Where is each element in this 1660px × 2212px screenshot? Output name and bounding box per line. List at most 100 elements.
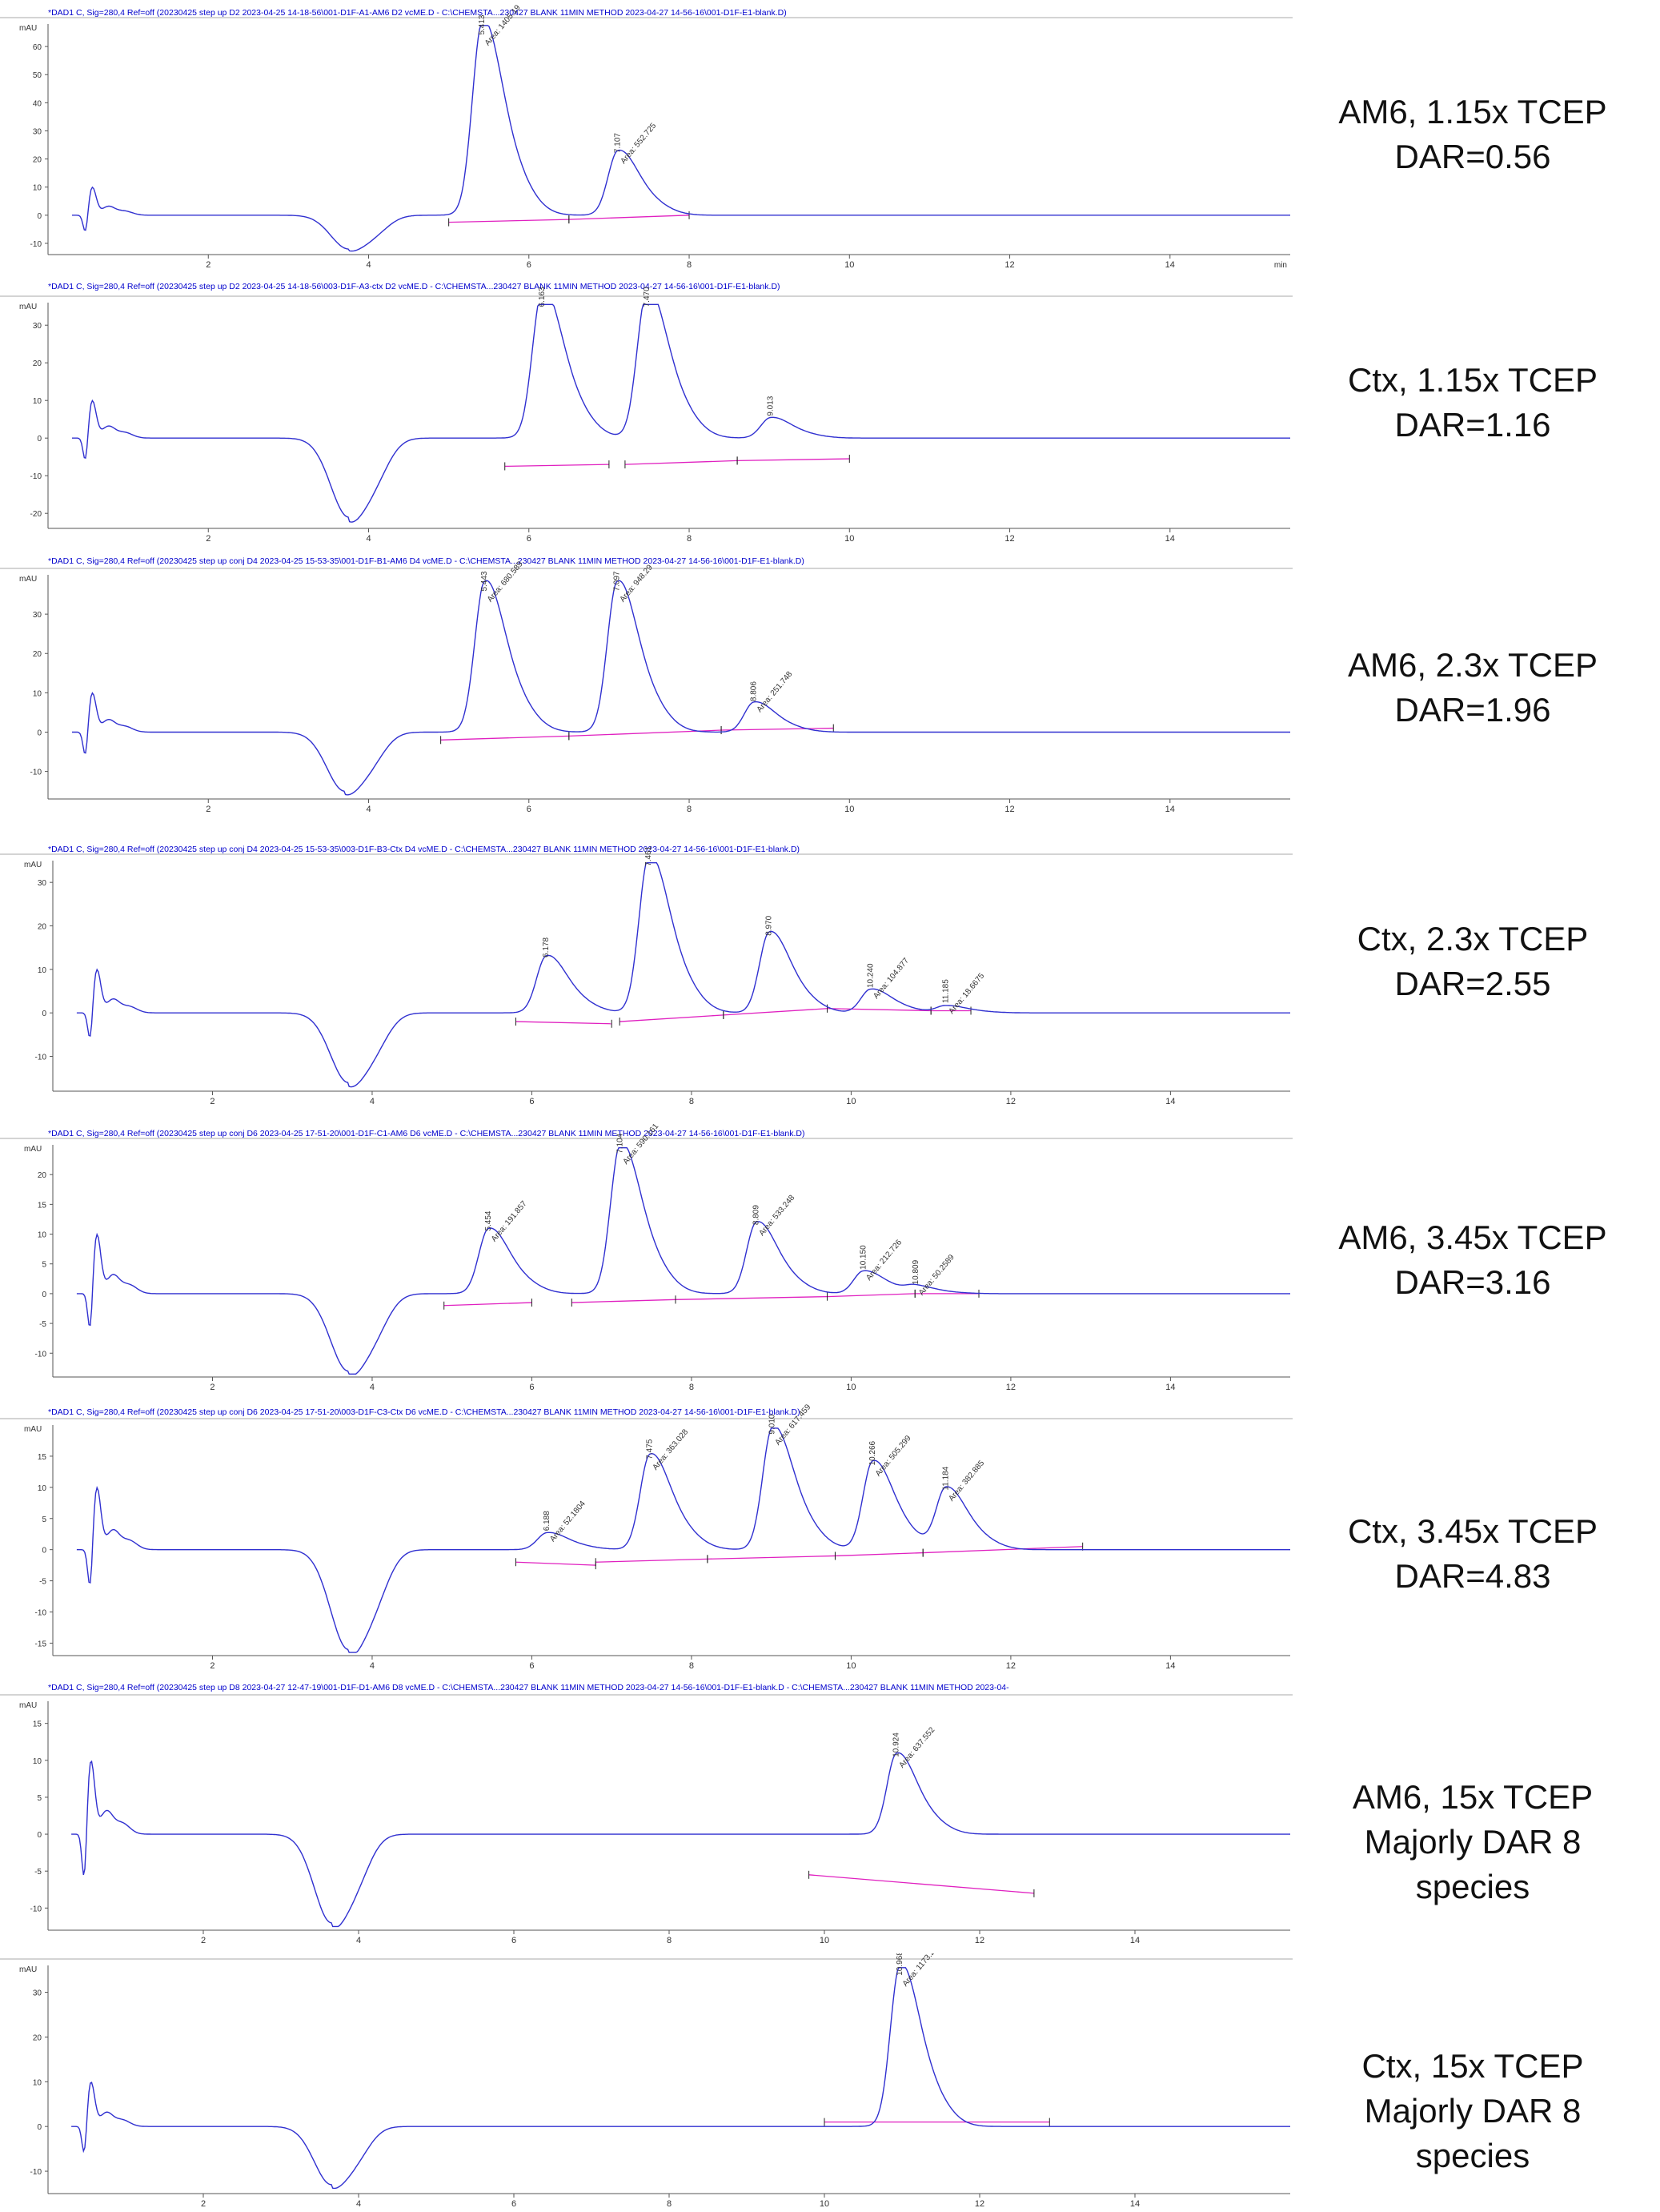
caption-line: DAR=1.16 <box>1394 406 1551 444</box>
peak-area-text: Area: 50.2589 <box>917 1253 956 1298</box>
y-tick-label: -10 <box>35 1350 47 1359</box>
y-tick-label: 15 <box>38 1201 47 1210</box>
y-tick-label: -10 <box>35 1609 47 1618</box>
peak-label: 10.266 <box>868 1440 877 1465</box>
y-axis-label: mAU <box>19 1965 37 1974</box>
peak-label: 5.454 <box>484 1210 493 1230</box>
peak-label: 9.013 <box>766 395 775 416</box>
peak-area-text: Area: 251.748 <box>756 669 795 714</box>
peak-label: 11.185 <box>942 979 951 1003</box>
peak-area-text: Area: 637.552 <box>897 1725 936 1770</box>
peak-area-text: Area: 18.6675 <box>947 971 986 1016</box>
x-tick-label: 2 <box>206 534 211 544</box>
peak-label: 10.240 <box>866 963 875 988</box>
peak-label: 7.097 <box>613 571 622 591</box>
y-tick-label: -10 <box>30 2168 42 2177</box>
signal-trace <box>72 25 1290 252</box>
y-tick-label: 20 <box>38 923 47 932</box>
signal-trace <box>71 1752 1290 1928</box>
y-tick-label: -5 <box>39 1578 46 1587</box>
x-tick-label: 6 <box>529 1383 534 1392</box>
peak-area-label: Area: 251.748 <box>756 669 795 714</box>
peak-area-label: Area: 533.248 <box>757 1193 796 1238</box>
peak-rt-label: 10.150 <box>859 1245 868 1270</box>
peak-label: 11.184 <box>942 1466 951 1490</box>
peak-area-label: Area: 637.552 <box>897 1725 936 1770</box>
y-tick-label: 40 <box>33 99 42 108</box>
peak-rt-label: 5.454 <box>484 1210 493 1230</box>
y-tick-label: 30 <box>33 322 42 331</box>
caption-line: AM6, 3.45x TCEP <box>1338 1218 1607 1256</box>
chromatogram-panel-1: *DAD1 C, Sig=280,4 Ref=off (20230425 ste… <box>0 0 1293 272</box>
y-tick-label: 0 <box>42 1547 46 1556</box>
caption-line: Ctx, 3.45x TCEP <box>1347 1512 1598 1550</box>
peak-rt-label: 11.184 <box>942 1466 951 1490</box>
x-tick-label: 4 <box>366 805 371 814</box>
peak-area-label: Area: 1405.19 <box>483 3 523 48</box>
y-tick-label: 15 <box>38 1453 47 1462</box>
x-tick-label: 10 <box>844 805 854 814</box>
x-tick-label: 2 <box>201 1936 206 1945</box>
integration-baseline <box>923 1546 1083 1554</box>
caption-line: AM6, 15x TCEP <box>1352 1778 1594 1816</box>
y-tick-label: -5 <box>39 1320 46 1329</box>
x-tick-label: 6 <box>527 534 531 544</box>
x-tick-label: 14 <box>1165 1661 1175 1671</box>
peak-rt-label: 7.104 <box>616 1133 625 1153</box>
y-tick-label: 50 <box>33 71 42 80</box>
caption-5: AM6, 3.45x TCEP DAR=3.16 <box>1297 1215 1649 1305</box>
x-tick-label: 4 <box>370 1383 375 1392</box>
peak-rt-label: 8.809 <box>752 1205 761 1225</box>
y-tick-label: -5 <box>34 1868 42 1877</box>
peak-area-text: Area: 552.725 <box>619 121 658 166</box>
x-tick-label: 6 <box>511 1936 516 1945</box>
x-tick-label: 4 <box>370 1661 375 1671</box>
x-tick-label: 14 <box>1165 260 1175 270</box>
peak-rt-label: 11.185 <box>942 979 951 1003</box>
integration-baseline <box>737 458 850 462</box>
integration-baseline <box>504 464 609 468</box>
signal-trace <box>76 1147 1290 1375</box>
peak-area-label: Area: 212.726 <box>864 1238 904 1283</box>
peak-area-label: Area: 552.725 <box>619 121 658 166</box>
peak-rt-label: 7.107 <box>614 133 623 153</box>
caption-line: DAR=3.16 <box>1394 1263 1551 1301</box>
peak-rt-label: 5.413 <box>478 14 487 34</box>
y-tick-label: 20 <box>33 2033 42 2042</box>
peak-label: 8.806 <box>750 681 759 701</box>
y-tick-label: 30 <box>33 611 42 620</box>
peak-area-label: Area: 590.161 <box>621 1122 660 1166</box>
x-tick-label: 12 <box>1004 534 1014 544</box>
y-axis-label: mAU <box>24 1145 42 1154</box>
chromatogram-panel-8: mAU -10 0 10 20 30 2 4 6 8 10 12 14 10.968 Area: 1173.… <box>0 1953 1293 2212</box>
peak-area-label: Area: 363.028 <box>651 1427 690 1472</box>
peak-area-text: Area: 363.028 <box>651 1427 690 1472</box>
peak-label: 7.104 <box>616 1133 625 1153</box>
x-tick-label: 14 <box>1165 805 1175 814</box>
y-axis-label: mAU <box>19 575 37 584</box>
chromatogram-panel-5: *DAD1 C, Sig=280,4 Ref=off (20230425 ste… <box>0 1121 1293 1397</box>
x-tick-label: 12 <box>1004 260 1014 270</box>
peak-label: 7.470 <box>643 287 652 307</box>
y-axis-label: mAU <box>24 861 42 869</box>
y-tick-label: 0 <box>37 729 42 737</box>
x-tick-label: 12 <box>975 2199 984 2209</box>
y-tick-label: 0 <box>37 2123 42 2132</box>
caption-line: species <box>1415 2137 1530 2174</box>
y-tick-label: 10 <box>38 1484 47 1493</box>
caption-7: AM6, 15x TCEP Majorly DAR 8 species <box>1297 1775 1649 1909</box>
panel-header: *DAD1 C, Sig=280,4 Ref=off (20230425 ste… <box>48 1129 805 1138</box>
peak-area-label: Area: 680.589 <box>486 560 525 604</box>
peak-rt-label: 9.010 <box>768 1414 777 1434</box>
integration-baseline <box>595 1558 708 1563</box>
y-tick-label: 10 <box>33 1757 42 1766</box>
y-tick-label: 10 <box>33 2078 42 2087</box>
peak-area-label: Area: 191.857 <box>490 1199 529 1244</box>
integration-baseline <box>827 1008 932 1012</box>
x-tick-label: 10 <box>820 2199 829 2209</box>
integration-baseline <box>835 1552 924 1557</box>
peak-area-text: Area: 505.299 <box>874 1434 913 1479</box>
peak-rt-label: 7.470 <box>643 287 652 307</box>
integration-baseline <box>448 219 569 223</box>
